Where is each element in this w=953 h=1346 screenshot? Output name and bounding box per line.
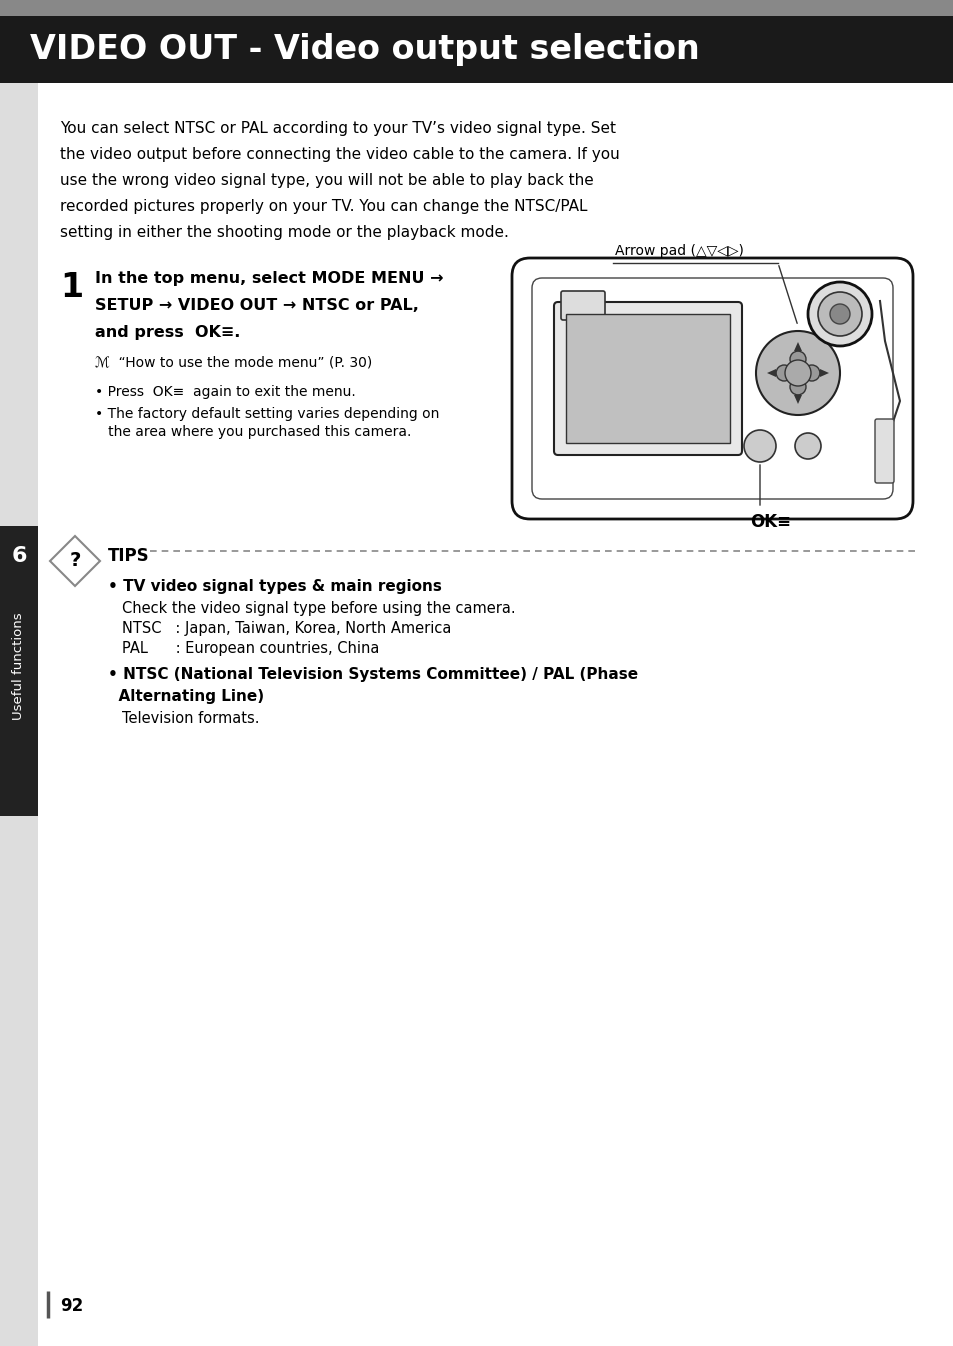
Circle shape <box>789 351 805 367</box>
Text: SETUP → VIDEO OUT → NTSC or PAL,: SETUP → VIDEO OUT → NTSC or PAL, <box>95 297 418 314</box>
FancyBboxPatch shape <box>512 258 912 520</box>
Text: 1: 1 <box>60 271 83 304</box>
Bar <box>565 314 729 443</box>
FancyBboxPatch shape <box>874 419 893 483</box>
Text: Useful functions: Useful functions <box>12 612 26 720</box>
Circle shape <box>803 365 819 381</box>
Circle shape <box>743 429 775 462</box>
Polygon shape <box>766 369 775 377</box>
Polygon shape <box>50 536 100 586</box>
Bar <box>0 526 38 816</box>
Text: the area where you purchased this camera.: the area where you purchased this camera… <box>95 425 411 439</box>
Text: Check the video signal type before using the camera.: Check the video signal type before using… <box>122 602 515 616</box>
Polygon shape <box>793 342 801 351</box>
Circle shape <box>807 283 871 346</box>
Circle shape <box>817 292 862 336</box>
Text: NTSC   : Japan, Taiwan, Korea, North America: NTSC : Japan, Taiwan, Korea, North Ameri… <box>122 621 451 637</box>
Circle shape <box>784 359 810 386</box>
Text: In the top menu, select MODE MENU →: In the top menu, select MODE MENU → <box>95 271 443 285</box>
Text: • TV video signal types & main regions: • TV video signal types & main regions <box>108 579 441 594</box>
Circle shape <box>794 433 821 459</box>
Text: and press  OK≡.: and press OK≡. <box>95 324 240 341</box>
Text: the video output before connecting the video cable to the camera. If you: the video output before connecting the v… <box>60 147 619 162</box>
Circle shape <box>776 365 791 381</box>
FancyBboxPatch shape <box>554 302 741 455</box>
Text: • The factory default setting varies depending on: • The factory default setting varies dep… <box>95 406 439 421</box>
Bar <box>0 16 953 83</box>
Text: 6: 6 <box>11 546 27 567</box>
Text: • Press  OK≡  again to exit the menu.: • Press OK≡ again to exit the menu. <box>95 385 355 398</box>
Text: setting in either the shooting mode or the playback mode.: setting in either the shooting mode or t… <box>60 225 508 240</box>
Text: You can select NTSC or PAL according to your TV’s video signal type. Set: You can select NTSC or PAL according to … <box>60 121 616 136</box>
Circle shape <box>829 304 849 324</box>
Circle shape <box>755 331 840 415</box>
Text: 92: 92 <box>60 1298 83 1315</box>
FancyBboxPatch shape <box>560 291 604 320</box>
Text: PAL      : European countries, China: PAL : European countries, China <box>122 641 379 656</box>
Text: Television formats.: Television formats. <box>122 711 259 725</box>
Circle shape <box>789 378 805 394</box>
Text: VIDEO OUT - Video output selection: VIDEO OUT - Video output selection <box>30 34 699 66</box>
Polygon shape <box>820 369 828 377</box>
Text: Arrow pad (△▽◁▷): Arrow pad (△▽◁▷) <box>615 244 743 258</box>
Text: use the wrong video signal type, you will not be able to play back the: use the wrong video signal type, you wil… <box>60 174 593 188</box>
Polygon shape <box>793 394 801 404</box>
Text: • NTSC (National Television Systems Committee) / PAL (Phase: • NTSC (National Television Systems Comm… <box>108 668 638 682</box>
Text: ?: ? <box>70 552 81 571</box>
Polygon shape <box>594 287 829 485</box>
Text: Alternating Line): Alternating Line) <box>108 689 264 704</box>
Text: OK≡: OK≡ <box>749 513 790 532</box>
Text: ℳ  “How to use the mode menu” (P. 30): ℳ “How to use the mode menu” (P. 30) <box>95 355 372 369</box>
Bar <box>0 0 953 16</box>
Bar <box>0 83 38 1346</box>
Text: TIPS: TIPS <box>108 546 150 565</box>
Text: recorded pictures properly on your TV. You can change the NTSC/PAL: recorded pictures properly on your TV. Y… <box>60 199 587 214</box>
